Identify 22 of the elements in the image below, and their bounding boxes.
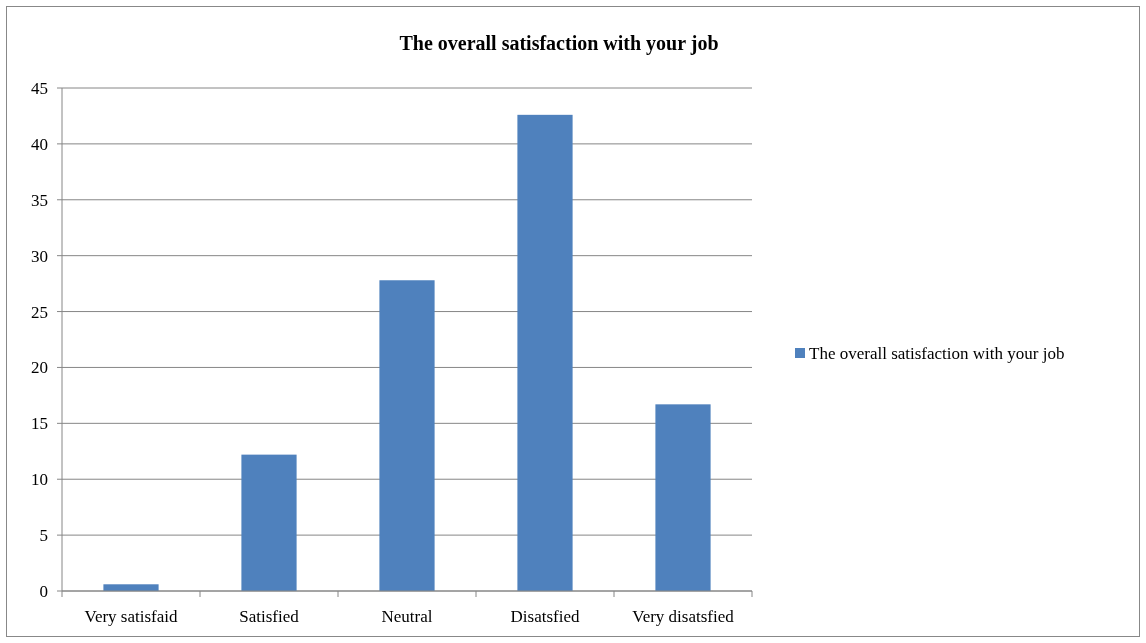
- y-tick-label: 35: [31, 190, 48, 210]
- bar: [103, 584, 159, 591]
- x-tick-label: Very disatsfied: [632, 607, 735, 626]
- y-tick-label: 25: [31, 302, 48, 322]
- bar: [655, 404, 711, 591]
- x-tick-label: Disatsfied: [510, 607, 580, 626]
- legend-label: The overall satisfaction with your job: [809, 343, 1065, 363]
- chart-title: The overall satisfaction with your job: [399, 32, 719, 55]
- bar: [379, 280, 435, 591]
- x-tick-label: Very satisfaid: [84, 607, 178, 626]
- y-tick-label: 30: [31, 246, 48, 266]
- y-tick-label: 20: [31, 358, 48, 378]
- y-tick-label: 10: [31, 470, 48, 490]
- y-tick-label: 5: [39, 526, 48, 546]
- x-tick-label: Satisfied: [239, 607, 300, 626]
- x-tick-label: Neutral: [381, 607, 433, 626]
- bar: [517, 114, 573, 591]
- y-tick-label: 40: [31, 134, 48, 154]
- y-tick-label: 0: [39, 581, 48, 601]
- y-tick-label: 15: [31, 414, 48, 434]
- bar: [241, 454, 297, 591]
- y-tick-label: 45: [31, 78, 48, 98]
